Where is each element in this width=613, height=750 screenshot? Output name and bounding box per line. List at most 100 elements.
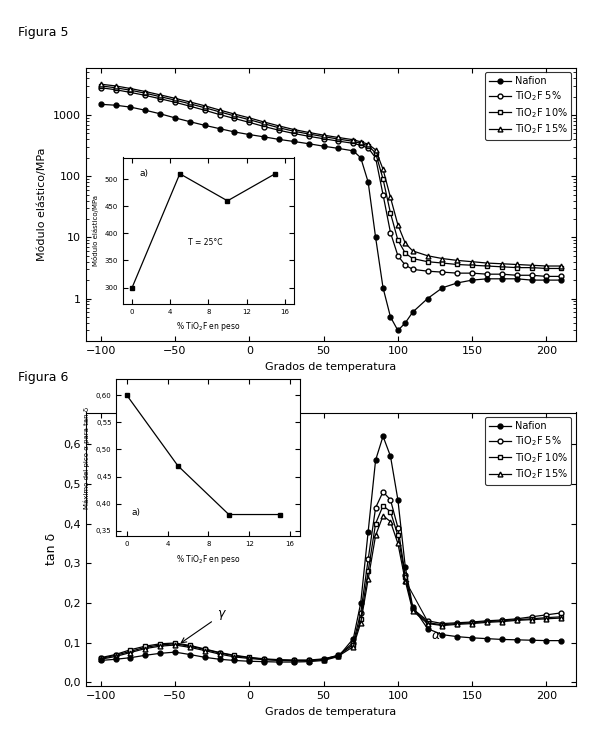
- TiO$_2$F 10%: [394, 236, 402, 244]
- TiO$_2$F 5%: [156, 94, 164, 104]
- TiO$_2$F 10%: [528, 263, 535, 272]
- Legend: Nafion, TiO$_2$F 5%, TiO$_2$F 10%, TiO$_2$F 15%: Nafion, TiO$_2$F 5%, TiO$_2$F 10%, TiO$_…: [485, 417, 571, 485]
- TiO$_2$F 5%: [513, 614, 520, 623]
- Nafion: [142, 651, 149, 660]
- TiO$_2$F 10%: [171, 95, 178, 104]
- TiO$_2$F 5%: [186, 642, 194, 651]
- Line: Nafion: Nafion: [98, 433, 564, 664]
- TiO$_2$F 5%: [186, 102, 194, 111]
- TiO$_2$F 15%: [142, 87, 149, 96]
- Nafion: [290, 137, 297, 146]
- TiO$_2$F 5%: [387, 495, 394, 504]
- TiO$_2$F 15%: [112, 82, 119, 91]
- TiO$_2$F 15%: [454, 620, 461, 628]
- TiO$_2$F 10%: [335, 651, 342, 660]
- Nafion: [275, 135, 283, 144]
- TiO$_2$F 10%: [142, 642, 149, 651]
- TiO$_2$F 5%: [201, 645, 208, 654]
- TiO$_2$F 5%: [142, 91, 149, 100]
- TiO$_2$F 15%: [127, 84, 134, 93]
- TiO$_2$F 5%: [402, 261, 409, 270]
- TiO$_2$F 10%: [186, 99, 194, 108]
- TiO$_2$F 5%: [365, 555, 372, 564]
- TiO$_2$F 10%: [365, 141, 372, 150]
- Nafion: [156, 649, 164, 658]
- X-axis label: % TiO$_2$F en peso: % TiO$_2$F en peso: [176, 553, 241, 566]
- Nafion: [201, 121, 208, 130]
- TiO$_2$F 10%: [357, 614, 364, 623]
- Text: a): a): [140, 170, 149, 178]
- TiO$_2$F 5%: [171, 98, 178, 106]
- TiO$_2$F 5%: [171, 639, 178, 648]
- TiO$_2$F 5%: [372, 503, 379, 512]
- TiO$_2$F 10%: [543, 613, 550, 622]
- TiO$_2$F 5%: [201, 106, 208, 115]
- TiO$_2$F 5%: [402, 571, 409, 580]
- TiO$_2$F 10%: [424, 618, 432, 627]
- Nafion: [97, 656, 104, 665]
- Nafion: [186, 117, 194, 126]
- Nafion: [439, 284, 446, 292]
- TiO$_2$F 5%: [320, 134, 327, 143]
- Nafion: [186, 650, 194, 659]
- Nafion: [216, 124, 223, 134]
- TiO$_2$F 15%: [156, 91, 164, 100]
- TiO$_2$F 15%: [275, 122, 283, 130]
- Nafion: [372, 455, 379, 464]
- Nafion: [439, 630, 446, 639]
- Nafion: [201, 652, 208, 662]
- Nafion: [127, 103, 134, 112]
- TiO$_2$F 15%: [402, 238, 409, 248]
- Legend: Nafion, TiO$_2$F 5%, TiO$_2$F 10%, TiO$_2$F 15%: Nafion, TiO$_2$F 5%, TiO$_2$F 10%, TiO$_…: [485, 72, 571, 140]
- Nafion: [558, 275, 565, 284]
- Line: Nafion: Nafion: [98, 102, 564, 333]
- TiO$_2$F 10%: [290, 656, 297, 664]
- Y-axis label: tan δ: tan δ: [45, 533, 58, 566]
- TiO$_2$F 10%: [484, 262, 491, 271]
- TiO$_2$F 15%: [201, 646, 208, 655]
- TiO$_2$F 15%: [349, 642, 357, 651]
- TiO$_2$F 10%: [372, 148, 379, 158]
- Nafion: [543, 636, 550, 645]
- TiO$_2$F 5%: [528, 612, 535, 621]
- TiO$_2$F 10%: [112, 650, 119, 659]
- TiO$_2$F 15%: [305, 656, 313, 665]
- TiO$_2$F 10%: [409, 254, 416, 263]
- TiO$_2$F 5%: [156, 640, 164, 650]
- Nafion: [216, 655, 223, 664]
- TiO$_2$F 10%: [261, 654, 268, 664]
- Text: $\alpha$: $\alpha$: [405, 579, 441, 643]
- TiO$_2$F 10%: [349, 136, 357, 146]
- TiO$_2$F 10%: [498, 262, 506, 272]
- TiO$_2$F 15%: [439, 254, 446, 263]
- Nafion: [409, 602, 416, 611]
- X-axis label: % TiO$_2$F en peso: % TiO$_2$F en peso: [176, 320, 241, 333]
- TiO$_2$F 5%: [513, 271, 520, 280]
- TiO$_2$F 15%: [424, 619, 432, 628]
- Nafion: [543, 275, 550, 284]
- Line: TiO$_2$F 10%: TiO$_2$F 10%: [98, 503, 564, 662]
- TiO$_2$F 15%: [320, 656, 327, 664]
- TiO$_2$F 15%: [439, 621, 446, 630]
- TiO$_2$F 15%: [290, 656, 297, 665]
- Text: T = 25°C: T = 25°C: [188, 238, 223, 248]
- Nafion: [127, 653, 134, 662]
- TiO$_2$F 10%: [558, 612, 565, 621]
- TiO$_2$F 10%: [290, 127, 297, 136]
- TiO$_2$F 15%: [454, 256, 461, 265]
- TiO$_2$F 15%: [424, 251, 432, 260]
- TiO$_2$F 5%: [320, 655, 327, 664]
- TiO$_2$F 15%: [365, 140, 372, 148]
- TiO$_2$F 15%: [171, 640, 178, 650]
- TiO$_2$F 5%: [454, 618, 461, 627]
- TiO$_2$F 15%: [379, 512, 387, 520]
- TiO$_2$F 5%: [261, 122, 268, 131]
- TiO$_2$F 15%: [484, 618, 491, 627]
- TiO$_2$F 15%: [468, 257, 476, 266]
- Nafion: [528, 636, 535, 645]
- Text: Figura 6: Figura 6: [18, 371, 69, 384]
- Nafion: [387, 452, 394, 460]
- TiO$_2$F 15%: [246, 113, 253, 122]
- TiO$_2$F 15%: [484, 259, 491, 268]
- TiO$_2$F 5%: [372, 153, 379, 162]
